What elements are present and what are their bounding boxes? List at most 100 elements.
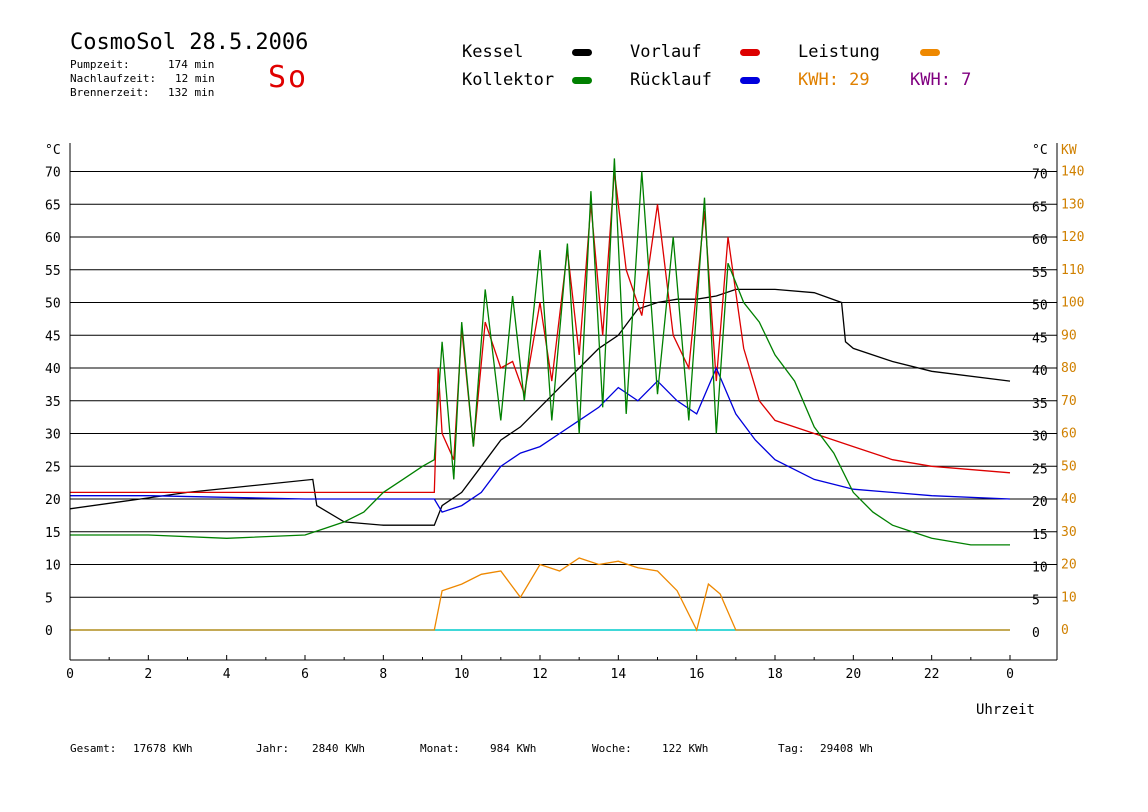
kwh-secondary: KWH: 7 (910, 70, 972, 90)
y-tick-right-power: 120 (1061, 230, 1084, 245)
series-kollektor (70, 158, 1010, 546)
chart-series (69, 158, 1011, 632)
y-tick-right-temp: 50 (1032, 299, 1048, 314)
y-tick-left: 25 (45, 460, 61, 475)
y-tick-right-power: 60 (1061, 427, 1077, 442)
footer-tag-value: 29408 Wh (820, 742, 873, 755)
y-tick-right-power: 80 (1061, 361, 1077, 376)
footer-monat-value: 984 KWh (490, 742, 537, 755)
y-tick-right-temp: 0 (1032, 626, 1040, 641)
pumpzeit-value: 174 min (168, 58, 215, 71)
y-tick-right-temp: 40 (1032, 364, 1048, 379)
x-tick-label: 14 (611, 667, 627, 682)
footer-gesamt-label: Gesamt: (70, 742, 117, 755)
y-tick-left: 15 (45, 526, 61, 541)
y-tick-right-temp: 15 (1032, 528, 1048, 543)
x-tick-label: 20 (846, 667, 862, 682)
legend-kollektor: Kollektor (462, 70, 555, 90)
x-tick-label: 6 (301, 667, 309, 682)
y-tick-right-power: 130 (1061, 197, 1084, 212)
x-tick-label: 0 (66, 667, 74, 682)
footer-woche-label: Woche: (592, 742, 632, 755)
nachlaufzeit-value: 12 min (175, 72, 215, 85)
y-tick-right-power: 40 (1061, 492, 1077, 507)
y-tick-right-temp: 70 (1032, 168, 1048, 183)
chart-title: CosmoSol 28.5.2006 (70, 30, 309, 55)
y-tick-right-power: 20 (1061, 558, 1077, 573)
footer-woche-value: 122 KWh (662, 742, 709, 755)
y-tick-left: 10 (45, 559, 61, 574)
legend-kessel-swatch (572, 49, 592, 56)
y-tick-left: 0 (45, 624, 53, 639)
y-tick-right-temp: 20 (1032, 495, 1048, 510)
footer-jahr-label: Jahr: (256, 742, 290, 755)
y-tick-left: 55 (45, 264, 61, 279)
x-tick-label: 22 (924, 667, 940, 682)
y-tick-right-temp: 60 (1032, 233, 1048, 248)
brennerzeit-value: 132 min (168, 86, 215, 99)
y-tick-right-temp: 10 (1032, 561, 1048, 576)
y-tick-left: 30 (45, 428, 61, 443)
y-axis-unit-right: °C (1032, 143, 1048, 158)
legend-leistung-swatch (920, 49, 940, 56)
legend-kollektor-swatch (572, 77, 592, 84)
series-rcklauf (70, 366, 1011, 513)
footer-monat-label: Monat: (420, 742, 460, 755)
legend-leistung: Leistung (798, 42, 880, 62)
y-tick-left: 45 (45, 329, 61, 344)
y-tick-right-power: 100 (1061, 296, 1084, 311)
series-leistung (70, 557, 1010, 632)
series-kessel (69, 288, 1011, 526)
weekday-label: So (268, 60, 309, 95)
y-tick-left: 5 (45, 591, 53, 606)
y-tick-right-temp: 45 (1032, 331, 1048, 346)
legend-kessel: Kessel (462, 42, 524, 62)
y-tick-left: 60 (45, 231, 61, 246)
y-tick-right-temp: 25 (1032, 462, 1048, 477)
x-tick-label: 10 (454, 667, 470, 682)
x-tick-label: 8 (379, 667, 387, 682)
x-tick-label: 12 (532, 667, 548, 682)
legend-ruecklauf: Rücklauf (630, 70, 712, 90)
y-tick-left: 40 (45, 362, 61, 377)
legend-vorlauf: Vorlauf (630, 42, 702, 62)
y-tick-left: 50 (45, 297, 61, 312)
x-tick-label: 2 (144, 667, 152, 682)
y-tick-right-power: 110 (1061, 263, 1084, 278)
y-tick-right-power: 10 (1061, 590, 1077, 605)
y-tick-right-power: 50 (1061, 459, 1077, 474)
footer-tag-label: Tag: (778, 742, 805, 755)
chart-axes (69, 143, 1058, 661)
footer-jahr-value: 2840 KWh (312, 742, 365, 755)
y-tick-right-power: 30 (1061, 525, 1077, 540)
y-tick-right-power: 140 (1061, 165, 1084, 180)
y-tick-right-power: 0 (1061, 623, 1069, 638)
x-tick-label: 18 (767, 667, 783, 682)
y-tick-right-power: 90 (1061, 328, 1077, 343)
x-tick-label: 16 (689, 667, 705, 682)
legend-vorlauf-swatch (740, 49, 760, 56)
y-tick-left: 20 (45, 493, 61, 508)
y-tick-right-temp: 35 (1032, 397, 1048, 412)
y-tick-right-power: 70 (1061, 394, 1077, 409)
brennerzeit-label: Brennerzeit: (70, 86, 150, 99)
chart-grid (70, 171, 1057, 598)
y-tick-left: 70 (45, 166, 61, 181)
series-vorlauf (70, 171, 1011, 494)
y-axis-unit-left: °C (45, 143, 61, 158)
y-tick-right-temp: 65 (1032, 200, 1048, 215)
legend-ruecklauf-swatch (740, 77, 760, 84)
y-tick-right-temp: 55 (1032, 266, 1048, 281)
x-axis-label: Uhrzeit (976, 702, 1035, 718)
y-axis-unit-power: KW (1061, 143, 1077, 158)
footer-gesamt-value: 17678 KWh (133, 742, 193, 755)
x-tick-label: 4 (223, 667, 231, 682)
y-tick-left: 65 (45, 198, 61, 213)
y-tick-right-temp: 5 (1032, 593, 1040, 608)
y-tick-right-temp: 30 (1032, 430, 1048, 445)
pumpzeit-label: Pumpzeit: (70, 58, 130, 71)
kwh-solar: KWH: 29 (798, 70, 870, 90)
y-tick-left: 35 (45, 395, 61, 410)
